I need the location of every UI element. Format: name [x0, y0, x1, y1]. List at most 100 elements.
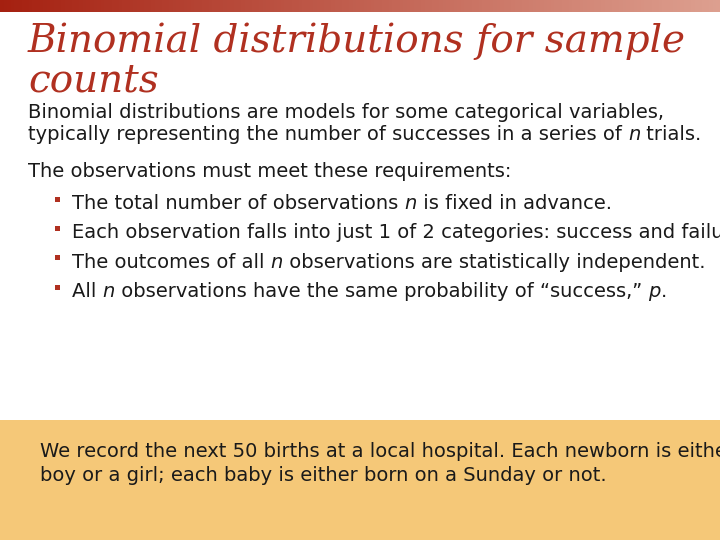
Bar — [713, 0, 717, 12]
Bar — [54, 0, 58, 12]
Bar — [536, 0, 541, 12]
Bar — [580, 0, 584, 12]
Bar — [504, 0, 508, 12]
Bar — [284, 0, 289, 12]
Text: boy or a girl; each baby is either born on a Sunday or not.: boy or a girl; each baby is either born … — [40, 466, 607, 485]
Bar — [547, 0, 552, 12]
Bar — [626, 0, 631, 12]
Bar — [32, 0, 37, 12]
Bar — [65, 0, 69, 12]
Bar — [55, 226, 60, 231]
Text: The observations must meet these requirements:: The observations must meet these require… — [28, 161, 511, 180]
Bar — [122, 0, 127, 12]
Bar — [515, 0, 519, 12]
Bar — [230, 0, 235, 12]
Bar — [443, 0, 447, 12]
Bar — [220, 0, 224, 12]
Bar — [587, 0, 591, 12]
Bar — [544, 0, 548, 12]
Bar — [97, 0, 102, 12]
Bar — [317, 0, 321, 12]
Bar — [468, 0, 472, 12]
Bar — [302, 0, 307, 12]
Bar — [526, 0, 530, 12]
Bar — [533, 0, 537, 12]
Bar — [634, 0, 638, 12]
Bar — [644, 0, 649, 12]
Bar — [184, 0, 188, 12]
Bar — [454, 0, 458, 12]
Bar — [266, 0, 271, 12]
Bar — [90, 0, 94, 12]
Bar — [295, 0, 300, 12]
Bar — [652, 0, 656, 12]
Bar — [72, 0, 76, 12]
Bar — [364, 0, 368, 12]
Bar — [137, 0, 141, 12]
Bar — [446, 0, 451, 12]
Bar — [55, 255, 60, 260]
Bar — [457, 0, 462, 12]
Text: n: n — [271, 253, 283, 272]
Bar — [396, 0, 400, 12]
Bar — [493, 0, 498, 12]
Bar — [619, 0, 624, 12]
Bar — [551, 0, 555, 12]
Bar — [623, 0, 627, 12]
Bar — [608, 0, 613, 12]
Bar — [346, 0, 350, 12]
Bar — [590, 0, 595, 12]
Bar — [216, 0, 220, 12]
Bar — [616, 0, 620, 12]
Bar — [299, 0, 303, 12]
Bar — [11, 0, 15, 12]
Text: Binomial distributions are models for some categorical variables,: Binomial distributions are models for so… — [28, 103, 664, 122]
Bar — [511, 0, 516, 12]
Bar — [29, 0, 33, 12]
Bar — [637, 0, 642, 12]
Bar — [662, 0, 667, 12]
Bar — [166, 0, 170, 12]
Bar — [40, 0, 44, 12]
Bar — [374, 0, 379, 12]
Bar — [205, 0, 210, 12]
Bar — [378, 0, 382, 12]
Bar — [475, 0, 480, 12]
Bar — [508, 0, 512, 12]
Bar — [418, 0, 422, 12]
Bar — [212, 0, 217, 12]
Bar — [464, 0, 469, 12]
Bar — [209, 0, 213, 12]
Bar — [392, 0, 397, 12]
Bar — [558, 0, 562, 12]
Bar — [576, 0, 580, 12]
Bar — [490, 0, 494, 12]
Bar — [281, 0, 285, 12]
Bar — [421, 0, 426, 12]
Bar — [223, 0, 228, 12]
Text: typically representing the number of successes in a series of: typically representing the number of suc… — [28, 125, 628, 144]
Bar — [562, 0, 566, 12]
Bar — [173, 0, 177, 12]
Bar — [425, 0, 429, 12]
Bar — [328, 0, 332, 12]
Bar — [648, 0, 652, 12]
Bar — [4, 0, 8, 12]
Bar — [439, 0, 444, 12]
Bar — [709, 0, 714, 12]
Bar — [518, 0, 523, 12]
Bar — [400, 0, 404, 12]
Text: Each observation falls into just 1 of 2 categories: success and failure.: Each observation falls into just 1 of 2 … — [72, 224, 720, 242]
Bar — [169, 0, 174, 12]
Bar — [119, 0, 123, 12]
Bar — [356, 0, 361, 12]
Bar — [461, 0, 465, 12]
Bar — [670, 0, 674, 12]
Text: The total number of observations: The total number of observations — [72, 194, 405, 213]
Bar — [389, 0, 393, 12]
Bar — [58, 0, 62, 12]
Bar — [248, 0, 253, 12]
Bar — [277, 0, 282, 12]
Text: counts: counts — [28, 63, 158, 99]
Bar — [540, 0, 544, 12]
